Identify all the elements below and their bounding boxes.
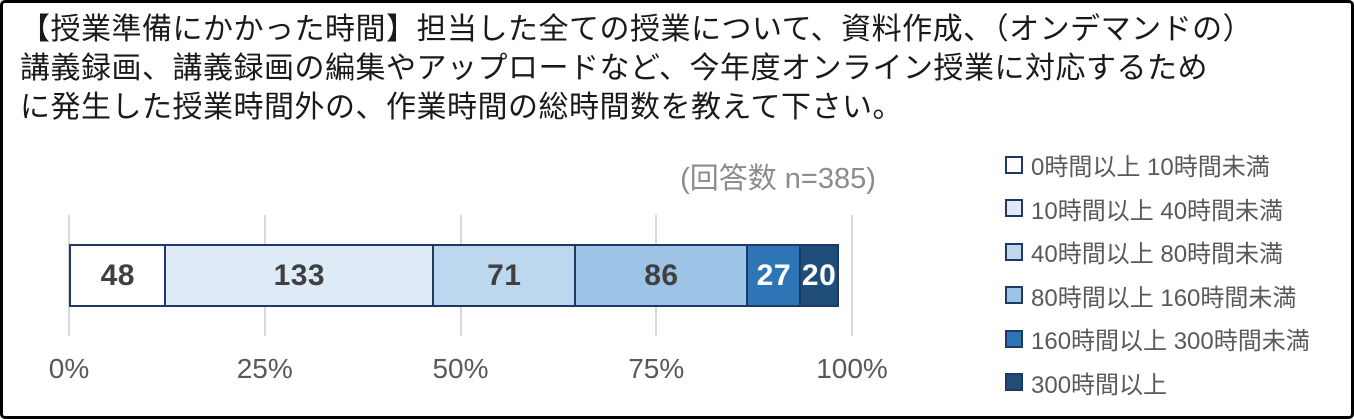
legend-item-2: 10時間以上 40時間未満 bbox=[1005, 187, 1310, 231]
legend-label: 300時間以上 bbox=[1031, 371, 1168, 399]
legend-item-1: 0時間以上 10時間未満 bbox=[1005, 143, 1310, 187]
bar-value-label: 27 bbox=[756, 258, 792, 292]
x-axis-tick-label: 50% bbox=[432, 353, 489, 384]
legend-item-3: 40時間以上 80時間未満 bbox=[1005, 230, 1310, 274]
x-axis-tick-label: 25% bbox=[236, 353, 293, 384]
legend-swatch bbox=[1005, 373, 1023, 392]
bar-segment-3: 71 bbox=[432, 244, 577, 307]
legend-item-6: 300時間以上 bbox=[1005, 361, 1310, 405]
bar-segment-4: 86 bbox=[573, 244, 749, 307]
legend-label: 0時間以上 10時間未満 bbox=[1031, 154, 1270, 182]
x-axis-tick-label: 0% bbox=[48, 353, 90, 384]
bar-value-label: 86 bbox=[644, 258, 679, 292]
plot-area: 48 133 71 86 27 20 bbox=[68, 215, 853, 336]
bar-value-label: 133 bbox=[273, 258, 326, 292]
x-axis-tick-label: 75% bbox=[628, 353, 685, 384]
legend-swatch bbox=[1005, 286, 1023, 305]
x-axis: 0% 25% 50% 75% 100% bbox=[49, 353, 888, 393]
bar-segment-1: 48 bbox=[69, 244, 167, 307]
bar-segment-6: 20 bbox=[798, 244, 840, 307]
response-count-label: (回答数 n=385) bbox=[680, 163, 876, 195]
legend-label: 10時間以上 40時間未満 bbox=[1031, 197, 1284, 225]
legend-swatch bbox=[1005, 155, 1023, 174]
stacked-bar: 48 133 71 86 27 20 bbox=[69, 244, 852, 307]
legend: 0時間以上 10時間未満 10時間以上 40時間未満 40時間以上 80時間未満 80… bbox=[1005, 143, 1310, 404]
legend-swatch bbox=[1005, 242, 1023, 261]
bar-value-label: 48 bbox=[100, 258, 135, 292]
chart-title-line-1: 【授業準備にかかった時間】担当した全ての授業について、資料作成、（オンデマンドの… bbox=[20, 13, 1254, 46]
gridline bbox=[851, 215, 853, 336]
legend-item-5: 160時間以上 300時間未満 bbox=[1005, 317, 1310, 361]
chart-title-line-3: に発生した授業時間外の、作業時間の総時間数を教えて下さい。 bbox=[20, 91, 903, 124]
chart-title-line-2: 講義録画、講義録画の編集やアップロードなど、今年度オンライン授業に対応するため bbox=[20, 52, 1208, 85]
bar-value-label: 20 bbox=[801, 258, 837, 292]
chart-title: 【授業準備にかかった時間】担当した全ての授業について、資料作成、（オンデマンドの… bbox=[20, 10, 1339, 127]
legend-swatch bbox=[1005, 199, 1023, 218]
legend-label: 80時間以上 160時間未満 bbox=[1031, 284, 1297, 312]
legend-label: 160時間以上 300時間未満 bbox=[1031, 328, 1310, 356]
legend-item-4: 80時間以上 160時間未満 bbox=[1005, 274, 1310, 318]
bar-segment-5: 27 bbox=[746, 244, 802, 307]
legend-label: 40時間以上 80時間未満 bbox=[1031, 241, 1284, 269]
x-axis-tick-label: 100% bbox=[816, 353, 888, 384]
bar-value-label: 71 bbox=[487, 258, 522, 292]
legend-swatch bbox=[1005, 329, 1023, 348]
bar-segment-2: 133 bbox=[164, 244, 435, 307]
